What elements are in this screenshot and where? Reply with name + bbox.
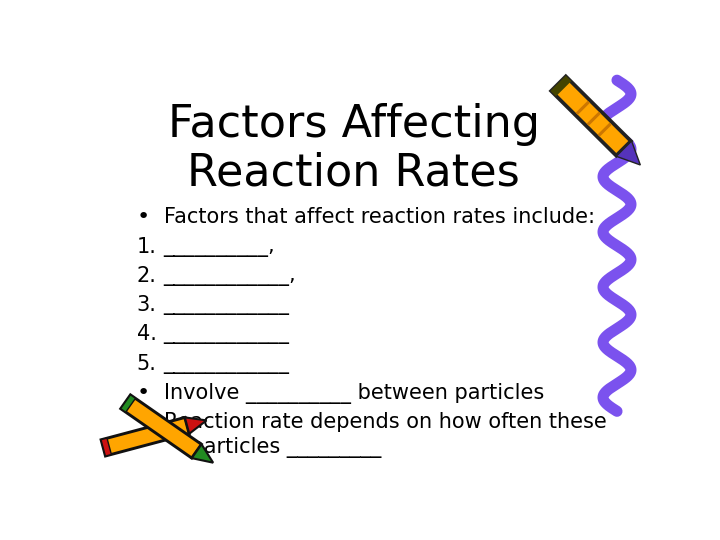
Text: •: • [137,412,150,432]
Polygon shape [551,76,631,156]
Polygon shape [121,395,202,458]
Text: Reaction rate depends on how often these
    particles _________: Reaction rate depends on how often these… [163,412,606,458]
Text: Factors that affect reaction rates include:: Factors that affect reaction rates inclu… [163,207,595,227]
Polygon shape [587,112,601,126]
Polygon shape [598,123,612,137]
Text: __________,: __________, [163,237,275,256]
Text: •: • [137,383,150,403]
Polygon shape [101,417,189,456]
Polygon shape [551,76,571,96]
Polygon shape [192,444,213,463]
Text: 1.: 1. [137,237,156,256]
Text: 3.: 3. [137,295,156,315]
Text: 2.: 2. [137,266,156,286]
Polygon shape [616,141,640,165]
Text: Factors Affecting
Reaction Rates: Factors Affecting Reaction Rates [168,103,539,194]
Polygon shape [121,395,135,412]
Text: ____________: ____________ [163,325,289,345]
Polygon shape [576,101,590,115]
Text: •: • [137,207,150,227]
Text: ____________,: ____________, [163,266,296,286]
Polygon shape [185,417,207,434]
Text: ____________: ____________ [163,354,289,374]
Polygon shape [554,79,629,153]
Polygon shape [103,419,187,454]
Text: 5.: 5. [137,354,156,374]
Text: Involve __________ between particles: Involve __________ between particles [163,383,544,404]
Polygon shape [123,397,199,456]
Text: ____________: ____________ [163,295,289,315]
Text: 4.: 4. [137,325,156,345]
Polygon shape [101,438,112,456]
